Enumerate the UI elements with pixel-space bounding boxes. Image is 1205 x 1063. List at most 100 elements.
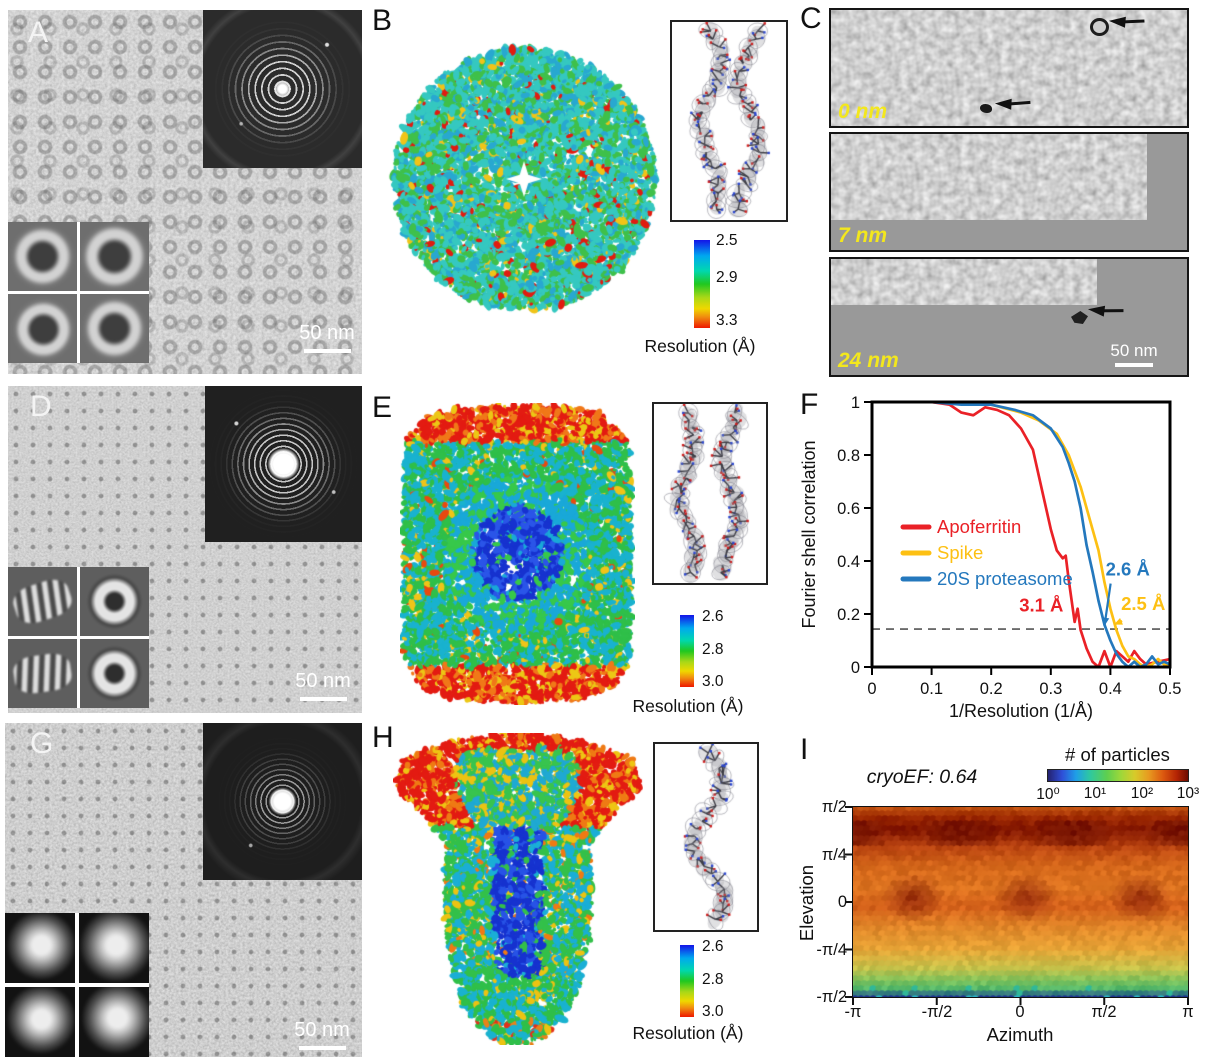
slice-depth-label: 0 nm bbox=[838, 100, 888, 123]
colorbar-tick: 10³ bbox=[1176, 785, 1200, 802]
colorbar-gradient bbox=[680, 615, 694, 687]
particle-marker bbox=[980, 104, 992, 113]
class-average bbox=[79, 913, 149, 983]
colorbar-tick: 10¹ bbox=[1083, 785, 1107, 802]
x-axis-label: Azimuth bbox=[986, 1024, 1054, 1045]
colorbar-title: # of particles bbox=[1065, 744, 1170, 765]
svg-text:Spike: Spike bbox=[937, 542, 983, 563]
y-tick: -π/4 bbox=[816, 941, 847, 959]
class-average bbox=[80, 639, 149, 708]
svg-text:Apoferritin: Apoferritin bbox=[937, 516, 1021, 537]
density-inset-canvas bbox=[654, 404, 766, 583]
panel-label-i: I bbox=[800, 733, 809, 766]
colorbar-caption-b: Resolution (Å) bbox=[644, 336, 756, 356]
svg-text:0.5: 0.5 bbox=[1159, 680, 1182, 698]
colorbar-tick: 3.0 bbox=[702, 1003, 724, 1020]
class-average bbox=[5, 987, 75, 1057]
panel-label-d: D bbox=[30, 390, 52, 423]
model-density-inset-b bbox=[670, 20, 788, 222]
class-average bbox=[8, 639, 77, 708]
panel-b: B 2.5 2.9 3.3 Resolution (Å) bbox=[366, 0, 790, 385]
class-average bbox=[80, 222, 149, 291]
scale-bar-line bbox=[299, 697, 347, 701]
scale-bar-line bbox=[298, 1046, 346, 1050]
resolution-colorbar-b: 2.5 2.9 3.3 bbox=[694, 232, 764, 342]
tomo-slice-24nm: 50 nm 24 nm bbox=[829, 257, 1189, 377]
density-inset-canvas bbox=[672, 22, 786, 220]
arrow-icon bbox=[1108, 16, 1145, 28]
panel-label-f: F bbox=[800, 388, 819, 421]
class-average bbox=[80, 294, 149, 363]
slice-depth-label: 7 nm bbox=[838, 224, 888, 247]
scale-bar-a: 50 nm bbox=[296, 322, 358, 353]
scale-bar-g: 50 nm bbox=[291, 1019, 353, 1050]
x-tick: 0 bbox=[1015, 1003, 1025, 1021]
panel-c: C 0 nm 7 nm 50 nm 24 nm bbox=[800, 0, 1205, 385]
cryoef-score: cryoEF: 0.64 bbox=[866, 766, 978, 788]
svg-text:1/Resolution (1/Å): 1/Resolution (1/Å) bbox=[949, 701, 1093, 721]
scale-bar-label: 50 nm bbox=[295, 670, 351, 692]
model-density-inset-e bbox=[652, 402, 768, 585]
tomo-slice-7nm: 7 nm bbox=[829, 132, 1189, 252]
colorbar-tick: 10⁰ bbox=[1036, 786, 1060, 803]
class-averages-d bbox=[8, 567, 149, 708]
svg-text:0.6: 0.6 bbox=[837, 500, 860, 518]
y-axis-label: Elevation bbox=[796, 864, 817, 942]
panel-h: H 2.6 2.8 3.0 Resolution (Å) bbox=[366, 723, 790, 1063]
arrow-icon bbox=[1087, 305, 1124, 317]
svg-text:0.2: 0.2 bbox=[837, 606, 860, 624]
panel-label-g: G bbox=[30, 727, 54, 760]
x-tick: π bbox=[1182, 1003, 1194, 1021]
colorbar-tick: 2.8 bbox=[702, 641, 724, 658]
particles-colorbar bbox=[1047, 769, 1189, 782]
y-tick: π/2 bbox=[821, 798, 847, 816]
scale-bar-line bbox=[303, 349, 351, 353]
panel-label-e: E bbox=[372, 391, 393, 424]
slice-noise bbox=[831, 134, 1147, 220]
colorbar-tick: 2.8 bbox=[702, 971, 724, 988]
svg-text:0.2: 0.2 bbox=[980, 680, 1003, 698]
class-average bbox=[80, 567, 149, 636]
tomo-slice-0nm: 0 nm bbox=[829, 8, 1189, 128]
colorbar-tick: 2.9 bbox=[716, 269, 738, 286]
scale-bar-label: 50 nm bbox=[1110, 341, 1158, 360]
svg-text:20S proteasome: 20S proteasome bbox=[937, 568, 1073, 589]
svg-text:0: 0 bbox=[851, 659, 860, 677]
panel-d-micrograph: D 50 nm bbox=[8, 386, 362, 713]
x-tick: -π/2 bbox=[921, 1003, 953, 1021]
class-averages-g bbox=[5, 913, 149, 1057]
scale-bar-label: 50 nm bbox=[299, 322, 355, 344]
svg-text:2.6 Å: 2.6 Å bbox=[1106, 559, 1150, 580]
proteasome-local-resolution-map bbox=[400, 403, 635, 705]
particle-marker bbox=[1090, 18, 1109, 36]
scale-bar-line bbox=[1115, 363, 1153, 367]
x-tick: π/2 bbox=[1091, 1003, 1117, 1021]
spike-local-resolution-map bbox=[393, 733, 643, 1045]
svg-text:0.4: 0.4 bbox=[1099, 680, 1122, 698]
class-averages-a bbox=[8, 222, 149, 363]
svg-text:2.5 Å: 2.5 Å bbox=[1121, 593, 1165, 614]
panel-label-a: A bbox=[28, 16, 49, 49]
panel-f-fsc-chart: F 0 0.1 0.2 0.3 0.4 0.5 0 0.2 0.4 0.6 0.8 1 1/Resolu… bbox=[795, 390, 1205, 725]
svg-text:0.1: 0.1 bbox=[920, 680, 943, 698]
panel-e: E 2.6 2.8 3.0 Resolution (Å) bbox=[366, 388, 790, 718]
panel-a-micrograph: A 50 nm bbox=[8, 10, 362, 374]
colorbar-tick: 3.3 bbox=[716, 312, 738, 329]
colorbar-tick: 3.0 bbox=[702, 673, 724, 690]
colorbar-tick: 2.6 bbox=[702, 608, 724, 625]
y-tick: 0 bbox=[837, 893, 847, 911]
svg-text:3.1 Å: 3.1 Å bbox=[1019, 594, 1063, 615]
scale-bar-d: 50 nm bbox=[292, 670, 354, 701]
resolution-colorbar-h: 2.6 2.8 3.0 bbox=[680, 937, 750, 1032]
class-average bbox=[8, 567, 77, 636]
resolution-colorbar-e: 2.6 2.8 3.0 bbox=[680, 606, 750, 701]
scale-bar-label: 50 nm bbox=[294, 1019, 350, 1041]
x-tick: -π bbox=[844, 1003, 862, 1021]
colorbar-tick: 2.5 bbox=[716, 232, 738, 249]
orientation-heatmap bbox=[852, 806, 1189, 998]
slice-noise bbox=[831, 259, 1097, 305]
particle-marker bbox=[1071, 311, 1088, 324]
panel-label-c: C bbox=[800, 2, 822, 35]
panel-i-orientation-chart: I cryoEF: 0.64 # of particles 10⁰ 10¹ 10… bbox=[795, 730, 1205, 1063]
